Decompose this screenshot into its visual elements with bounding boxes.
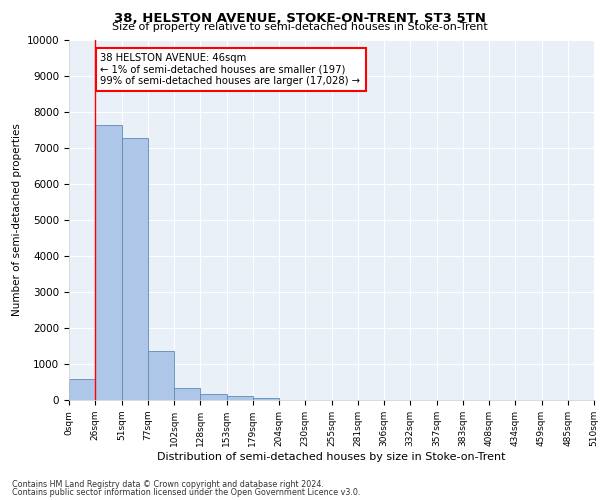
Text: Size of property relative to semi-detached houses in Stoke-on-Trent: Size of property relative to semi-detach… — [112, 22, 488, 32]
Bar — [227, 396, 253, 400]
Bar — [200, 394, 227, 400]
Bar — [174, 388, 200, 400]
Text: Contains HM Land Registry data © Crown copyright and database right 2024.: Contains HM Land Registry data © Crown c… — [12, 480, 324, 489]
Text: 38, HELSTON AVENUE, STOKE-ON-TRENT, ST3 5TN: 38, HELSTON AVENUE, STOKE-ON-TRENT, ST3 … — [114, 12, 486, 26]
Text: 38 HELSTON AVENUE: 46sqm
← 1% of semi-detached houses are smaller (197)
99% of s: 38 HELSTON AVENUE: 46sqm ← 1% of semi-de… — [101, 52, 361, 86]
Bar — [148, 350, 174, 400]
Bar — [69, 380, 95, 400]
Bar — [121, 138, 148, 400]
Y-axis label: Number of semi-detached properties: Number of semi-detached properties — [13, 124, 22, 316]
X-axis label: Distribution of semi-detached houses by size in Stoke-on-Trent: Distribution of semi-detached houses by … — [157, 452, 506, 462]
Bar — [253, 398, 279, 400]
Text: Contains public sector information licensed under the Open Government Licence v3: Contains public sector information licen… — [12, 488, 361, 497]
Bar — [95, 124, 121, 400]
